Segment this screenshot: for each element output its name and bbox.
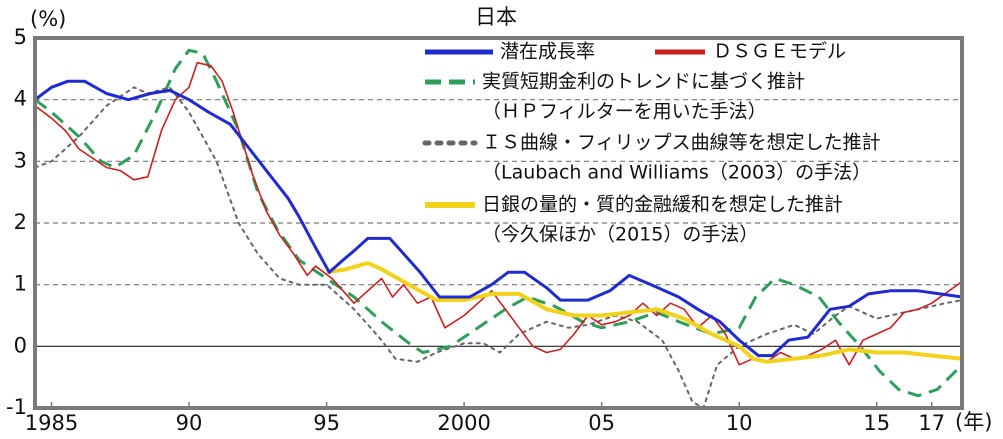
- y-tick-label: 0: [14, 333, 27, 357]
- legend-label: ＤＳＧＥモデル: [713, 41, 846, 63]
- series-line: [34, 79, 963, 358]
- x-tick-label: 2000: [437, 411, 490, 435]
- x-tick-label: 15: [863, 411, 890, 435]
- series-line: [34, 48, 964, 398]
- y-tick-label: 3: [14, 148, 27, 172]
- x-tick-label: 90: [176, 411, 203, 435]
- legend-label: 潜在成長率: [500, 41, 595, 63]
- x-unit: (年): [955, 410, 992, 434]
- x-tick-label: 1985: [25, 411, 78, 435]
- y-tick-label: 5: [14, 25, 27, 49]
- chart-title: 日本: [475, 5, 517, 29]
- x-tick-label: 10: [726, 411, 753, 435]
- legend-note: （今久保ほか（2015）の手法）: [482, 224, 758, 246]
- legend-note: （Laubach and Williams（2003）の手法）: [482, 162, 871, 184]
- x-tick-label: 95: [313, 411, 340, 435]
- x-tick-label: 17: [918, 411, 945, 435]
- legend-note: （ＨＰフィルターを用いた手法）: [482, 101, 767, 123]
- y-tick-label: 4: [14, 87, 27, 111]
- legend-label: 実質短期金利のトレンドに基づく推計: [482, 71, 805, 93]
- y-tick-label: 2: [14, 210, 27, 234]
- y-tick-label: -1: [6, 395, 27, 419]
- y-unit: (%): [30, 7, 66, 31]
- legend-label: ＩＳ曲線・フィリップス曲線等を想定した推計: [482, 132, 881, 154]
- plot-frame: [33, 36, 964, 410]
- y-tick-label: 1: [14, 272, 27, 296]
- series-line: [326, 261, 963, 364]
- x-tick-label: 05: [588, 411, 615, 435]
- legend-label: 日銀の量的・質的金融緩和を想定した推計: [482, 194, 843, 216]
